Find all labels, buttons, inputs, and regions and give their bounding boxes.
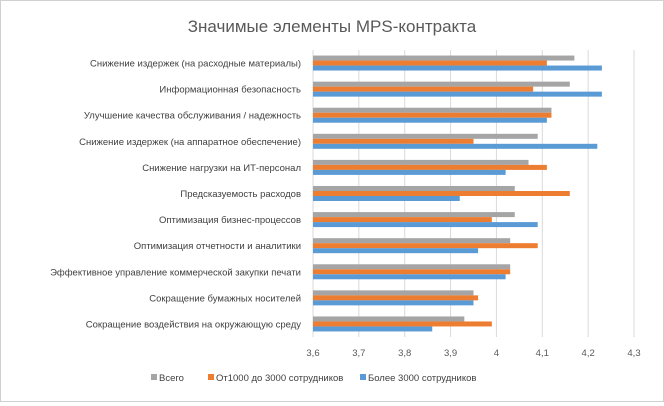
category-label: Сокращение воздействия на окружающую сре… <box>86 319 301 330</box>
category-label: Эффективное управление коммерческой заку… <box>50 267 301 278</box>
bar <box>313 238 511 244</box>
bar <box>313 243 538 249</box>
bar <box>313 133 538 139</box>
chart-title: Значимые элементы MPS-контракта <box>188 17 477 36</box>
category-label: Снижение нагрузки на ИТ-персонал <box>142 163 301 174</box>
category-label: Оптимизация отчетности и аналитики <box>134 241 301 252</box>
bar <box>313 274 506 280</box>
legend-swatch <box>208 374 214 380</box>
x-tick-label: 4,1 <box>536 348 549 359</box>
bar <box>313 290 474 296</box>
bar <box>313 117 547 123</box>
bar <box>313 212 515 218</box>
x-tick-label: 4,2 <box>582 348 595 359</box>
bar <box>313 164 547 170</box>
category-labels: Снижение издержек (на расходные материал… <box>50 59 301 331</box>
bar <box>313 55 575 61</box>
bar <box>313 295 479 301</box>
bar <box>313 321 492 327</box>
category-label: Предсказуемость расходов <box>180 189 301 200</box>
category-label: Снижение издержек (на аппаратное обеспеч… <box>79 137 301 148</box>
bar <box>313 248 479 254</box>
bar <box>313 300 474 306</box>
x-tick-label: 3,8 <box>398 348 411 359</box>
bar <box>313 91 602 97</box>
x-tick-label: 3,6 <box>306 348 319 359</box>
legend-swatch <box>360 374 366 380</box>
bar <box>313 169 506 175</box>
bar <box>313 186 515 191</box>
bar <box>313 217 492 223</box>
bar <box>313 159 529 165</box>
bar <box>313 107 552 113</box>
category-label: Снижение издержек (на расходные материал… <box>90 59 301 70</box>
x-tick-label: 3,9 <box>444 348 457 359</box>
bar <box>313 269 511 275</box>
x-tick-labels: 3,6 3,7 3,8 3,9 4 4,1 4,2 4,3 <box>306 348 640 359</box>
legend: Всего От1000 до 3000 сотрудников Более 300… <box>151 373 476 384</box>
bar <box>313 60 547 66</box>
legend-swatch <box>151 374 157 380</box>
bar <box>313 326 433 332</box>
bar <box>313 143 598 149</box>
category-label: Сокращение бумажных носителей <box>149 293 301 304</box>
bar <box>313 138 474 144</box>
legend-label: От1000 до 3000 сотрудников <box>216 373 343 384</box>
bar <box>313 81 570 87</box>
bar <box>313 196 460 201</box>
category-label: Улучшение качества обслуживания / надежн… <box>84 111 301 122</box>
bar <box>313 264 511 270</box>
x-tick-label: 4,3 <box>627 348 640 359</box>
bar <box>313 86 534 92</box>
bar <box>313 112 552 118</box>
legend-label: Более 3000 сотрудников <box>368 373 476 384</box>
category-label: Оптимизация бизнес-процессов <box>159 215 301 226</box>
x-tick-label: 4 <box>494 348 499 359</box>
x-tick-label: 3,7 <box>352 348 365 359</box>
bar <box>313 191 570 196</box>
bar <box>313 65 602 71</box>
bar <box>313 222 538 228</box>
bar <box>313 316 465 322</box>
legend-label: Всего <box>159 373 184 384</box>
bars <box>313 55 602 332</box>
category-label: Информационная безопасность <box>159 85 301 96</box>
